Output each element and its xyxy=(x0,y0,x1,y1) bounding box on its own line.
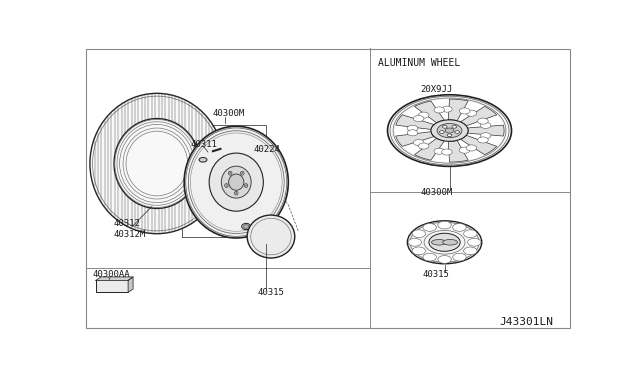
Circle shape xyxy=(431,120,468,141)
Ellipse shape xyxy=(221,166,251,198)
Text: 40224: 40224 xyxy=(253,145,280,154)
Polygon shape xyxy=(460,106,497,126)
Ellipse shape xyxy=(242,223,251,230)
Circle shape xyxy=(408,238,422,246)
Ellipse shape xyxy=(236,192,237,194)
Circle shape xyxy=(460,147,470,153)
Ellipse shape xyxy=(234,191,238,195)
Circle shape xyxy=(440,131,444,134)
Circle shape xyxy=(468,238,481,246)
Ellipse shape xyxy=(245,185,247,186)
Circle shape xyxy=(412,230,426,238)
Circle shape xyxy=(407,130,418,136)
Circle shape xyxy=(429,233,460,251)
Ellipse shape xyxy=(184,126,288,238)
Circle shape xyxy=(423,253,436,261)
Text: 40311: 40311 xyxy=(190,140,217,150)
Ellipse shape xyxy=(241,171,244,175)
Polygon shape xyxy=(396,132,434,146)
Circle shape xyxy=(438,221,451,229)
Ellipse shape xyxy=(431,240,447,245)
Polygon shape xyxy=(448,99,468,121)
Circle shape xyxy=(477,118,488,124)
Ellipse shape xyxy=(228,174,244,190)
Text: 40315: 40315 xyxy=(257,288,284,297)
Text: 40300M: 40300M xyxy=(420,188,452,197)
Circle shape xyxy=(407,125,418,131)
Circle shape xyxy=(423,224,436,231)
Ellipse shape xyxy=(443,240,458,245)
Ellipse shape xyxy=(226,185,227,186)
Circle shape xyxy=(481,122,491,128)
Circle shape xyxy=(466,110,477,116)
Circle shape xyxy=(463,247,477,255)
Circle shape xyxy=(452,253,466,261)
Ellipse shape xyxy=(241,172,243,174)
Text: 40300AA: 40300AA xyxy=(92,270,130,279)
Circle shape xyxy=(419,112,429,118)
Text: 40300M: 40300M xyxy=(213,109,245,118)
Circle shape xyxy=(481,133,491,139)
Text: 40315: 40315 xyxy=(422,270,449,279)
Circle shape xyxy=(442,106,452,112)
Bar xyxy=(96,280,128,292)
Text: ALUMINUM WHEEL: ALUMINUM WHEEL xyxy=(378,58,460,68)
Ellipse shape xyxy=(188,131,284,234)
Ellipse shape xyxy=(90,93,224,234)
Polygon shape xyxy=(415,101,444,123)
Ellipse shape xyxy=(244,184,248,187)
Circle shape xyxy=(477,137,488,143)
Ellipse shape xyxy=(191,133,282,231)
Ellipse shape xyxy=(114,119,200,208)
Circle shape xyxy=(447,134,452,137)
Circle shape xyxy=(452,125,456,128)
Circle shape xyxy=(412,247,426,255)
Circle shape xyxy=(445,128,454,133)
Text: J43301LN: J43301LN xyxy=(500,317,554,327)
Polygon shape xyxy=(396,115,434,129)
Text: 40312
40312M: 40312 40312M xyxy=(114,219,146,240)
Circle shape xyxy=(413,140,424,145)
Circle shape xyxy=(463,230,477,238)
Circle shape xyxy=(438,256,451,263)
Circle shape xyxy=(408,221,482,264)
Circle shape xyxy=(419,143,429,149)
Polygon shape xyxy=(460,135,497,155)
Circle shape xyxy=(434,148,445,154)
Circle shape xyxy=(388,95,511,166)
Text: 20X9JJ: 20X9JJ xyxy=(420,84,452,93)
Circle shape xyxy=(442,125,447,128)
Polygon shape xyxy=(415,138,444,160)
Circle shape xyxy=(442,149,452,155)
Polygon shape xyxy=(468,125,504,136)
Ellipse shape xyxy=(244,225,248,228)
Circle shape xyxy=(395,99,504,162)
Polygon shape xyxy=(96,277,133,280)
Circle shape xyxy=(466,145,477,151)
Circle shape xyxy=(413,116,424,122)
Ellipse shape xyxy=(228,171,232,175)
Circle shape xyxy=(455,131,460,134)
Circle shape xyxy=(393,98,506,163)
Circle shape xyxy=(452,224,466,231)
Circle shape xyxy=(460,108,470,114)
Ellipse shape xyxy=(225,184,228,187)
Circle shape xyxy=(437,124,462,138)
Ellipse shape xyxy=(199,157,207,162)
Polygon shape xyxy=(448,140,468,162)
Circle shape xyxy=(434,107,445,113)
Ellipse shape xyxy=(229,172,231,174)
Ellipse shape xyxy=(209,153,263,211)
Polygon shape xyxy=(128,277,133,292)
Ellipse shape xyxy=(247,215,295,258)
